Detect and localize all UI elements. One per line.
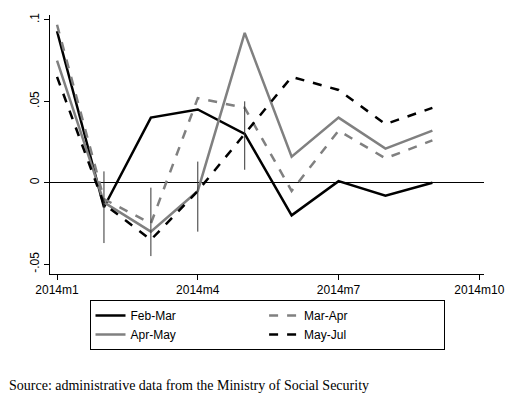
svg-text:.1: .1 <box>28 13 42 23</box>
svg-text:-.05: -.05 <box>28 252 42 273</box>
svg-text:Apr-May: Apr-May <box>131 328 176 342</box>
svg-text:Source: administrative data fr: Source: administrative data from the Min… <box>9 378 369 393</box>
svg-text:2014m7: 2014m7 <box>317 283 361 297</box>
svg-text:2014m1: 2014m1 <box>35 283 79 297</box>
svg-text:Feb-Mar: Feb-Mar <box>131 309 176 323</box>
svg-text:2014m10: 2014m10 <box>454 283 504 297</box>
svg-text:2014m4: 2014m4 <box>176 283 220 297</box>
svg-text:0: 0 <box>28 177 42 184</box>
svg-text:Mar-Apr: Mar-Apr <box>304 309 347 323</box>
svg-text:May-Jul: May-Jul <box>304 328 346 342</box>
svg-text:.05: .05 <box>28 91 42 108</box>
